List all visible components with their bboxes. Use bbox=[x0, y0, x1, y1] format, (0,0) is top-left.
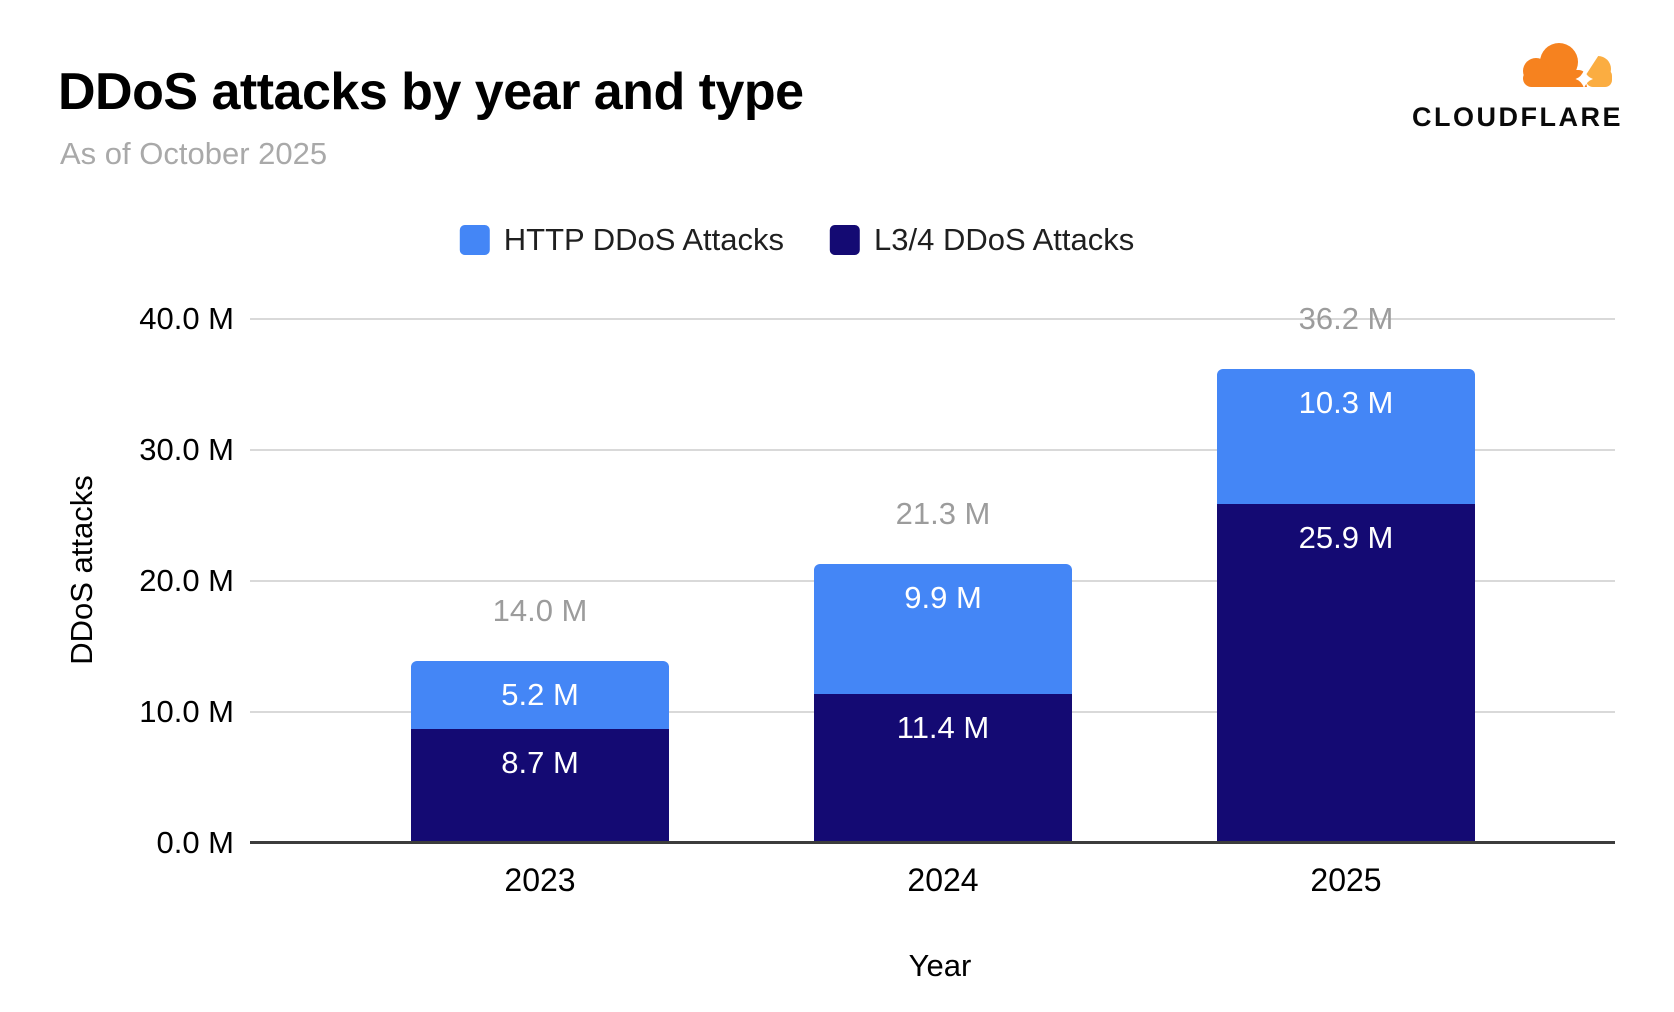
y-tick-label: 20.0 M bbox=[139, 563, 234, 598]
segment-value-label: 9.9 M bbox=[904, 579, 982, 615]
legend-label: L3/4 DDoS Attacks bbox=[874, 222, 1135, 257]
segment-l34-2025: 25.9 M bbox=[1217, 503, 1475, 843]
legend-item: L3/4 DDoS Attacks bbox=[830, 222, 1134, 258]
segment-value-label: 10.3 M bbox=[1298, 384, 1394, 420]
legend-swatch-icon bbox=[830, 225, 861, 255]
cloudflare-wordmark: CLOUDFLARE bbox=[1412, 102, 1623, 132]
gridline bbox=[250, 318, 1615, 320]
y-tick-label: 30.0 M bbox=[139, 432, 234, 467]
legend-swatch-icon bbox=[459, 225, 490, 255]
bar-2023: 5.2 M 8.7 M bbox=[411, 660, 669, 843]
y-tick-label: 40.0 M bbox=[139, 301, 234, 336]
segment-l34-2023: 8.7 M bbox=[411, 729, 669, 843]
gridline bbox=[250, 449, 1615, 451]
total-label-2025: 36.2 M bbox=[1298, 300, 1394, 336]
cloudflare-cloud-icon bbox=[1523, 43, 1612, 96]
segment-http-2023: 5.2 M bbox=[411, 660, 669, 730]
x-axis-title: Year bbox=[908, 948, 972, 983]
x-axis-baseline bbox=[250, 841, 1615, 844]
total-label-2023: 14.0 M bbox=[492, 592, 588, 628]
chart-title: DDoS attacks by year and type bbox=[58, 63, 804, 121]
legend-label: HTTP DDoS Attacks bbox=[503, 222, 785, 257]
bar-2024: 9.9 M 11.4 M bbox=[814, 563, 1072, 843]
legend: HTTP DDoS Attacks L3/4 DDoS Attacks bbox=[459, 222, 1134, 258]
segment-http-2025: 10.3 M bbox=[1217, 368, 1475, 504]
cloudflare-logo: CLOUDFLARE bbox=[1375, 38, 1623, 133]
segment-value-label: 25.9 M bbox=[1298, 519, 1394, 555]
chart-subtitle: As of October 2025 bbox=[60, 136, 328, 171]
segment-value-label: 8.7 M bbox=[501, 745, 579, 781]
plot-area: 0.0 M 10.0 M 20.0 M 30.0 M 40.0 M 5.2 M 8.7 M 1… bbox=[139, 301, 1615, 898]
x-tick-label-2023: 2023 bbox=[504, 862, 576, 898]
y-tick-label: 10.0 M bbox=[139, 694, 234, 729]
segment-l34-2024: 11.4 M bbox=[814, 693, 1072, 843]
total-label-2024: 21.3 M bbox=[895, 495, 991, 531]
segment-value-label: 5.2 M bbox=[501, 676, 579, 712]
x-tick-label-2024: 2024 bbox=[907, 862, 979, 898]
legend-item: HTTP DDoS Attacks bbox=[459, 222, 785, 258]
segment-value-label: 11.4 M bbox=[896, 709, 990, 745]
y-tick-label: 0.0 M bbox=[156, 825, 234, 860]
x-tick-label-2025: 2025 bbox=[1310, 862, 1382, 898]
segment-http-2024: 9.9 M bbox=[814, 563, 1072, 694]
bar-2025: 10.3 M 25.9 M bbox=[1217, 368, 1475, 843]
